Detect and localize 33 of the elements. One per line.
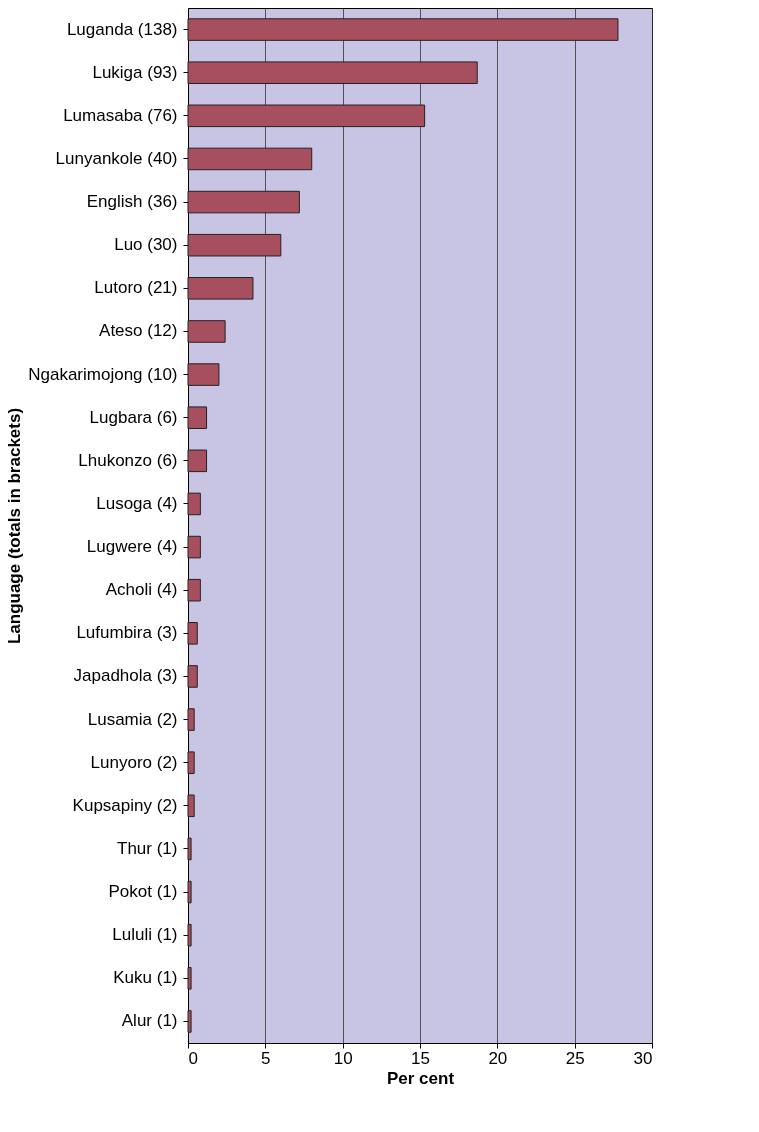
y-tick-label: Ateso (12) <box>99 321 178 341</box>
y-tick-label: Lhukonzo (6) <box>78 450 178 470</box>
y-tick-label: Ngakarimojong (10) <box>28 364 178 384</box>
x-tick-label: 20 <box>488 1048 508 1068</box>
y-tick-label: Lukiga (93) <box>92 62 178 82</box>
y-tick-label: Lululi (1) <box>112 925 178 945</box>
y-tick-label: Lunyankole (40) <box>55 148 178 168</box>
x-tick-label: 0 <box>188 1048 198 1068</box>
y-tick-label: Lugbara (6) <box>89 407 178 427</box>
x-tick-label: 25 <box>565 1048 585 1068</box>
y-tick-label: Lusamia (2) <box>87 709 178 729</box>
y-tick-label: Lufumbira (3) <box>76 623 178 643</box>
y-tick-label: Lumasaba (76) <box>63 105 178 125</box>
x-tick-label: 5 <box>261 1048 271 1068</box>
y-tick-label: Japadhola (3) <box>73 666 178 686</box>
y-tick-label: Alur (1) <box>121 1011 178 1031</box>
y-tick-label: Lugwere (4) <box>86 537 178 557</box>
y-tick-label: Kupsapiny (2) <box>72 795 178 815</box>
y-tick-label: Acholi (4) <box>105 580 178 600</box>
y-tick-label: Luo (30) <box>114 235 178 255</box>
y-tick-label: Lunyoro (2) <box>90 752 178 772</box>
y-tick-label: Luganda (138) <box>66 19 178 39</box>
x-tick-label: 15 <box>411 1048 430 1068</box>
y-tick-label: Pokot (1) <box>108 882 178 902</box>
x-tick-label: 10 <box>333 1048 353 1068</box>
x-tick-label: 30 <box>633 1048 653 1068</box>
y-axis-title: Language (totals in brackets) <box>5 407 25 645</box>
y-tick-label: Lutoro (21) <box>94 278 178 298</box>
x-axis-title: Per cent <box>386 1068 455 1088</box>
y-tick-label: English (36) <box>86 192 178 212</box>
y-tick-label: Lusoga (4) <box>96 493 178 513</box>
y-tick-label: Thur (1) <box>117 838 178 858</box>
y-tick-label: Kuku (1) <box>113 968 178 988</box>
